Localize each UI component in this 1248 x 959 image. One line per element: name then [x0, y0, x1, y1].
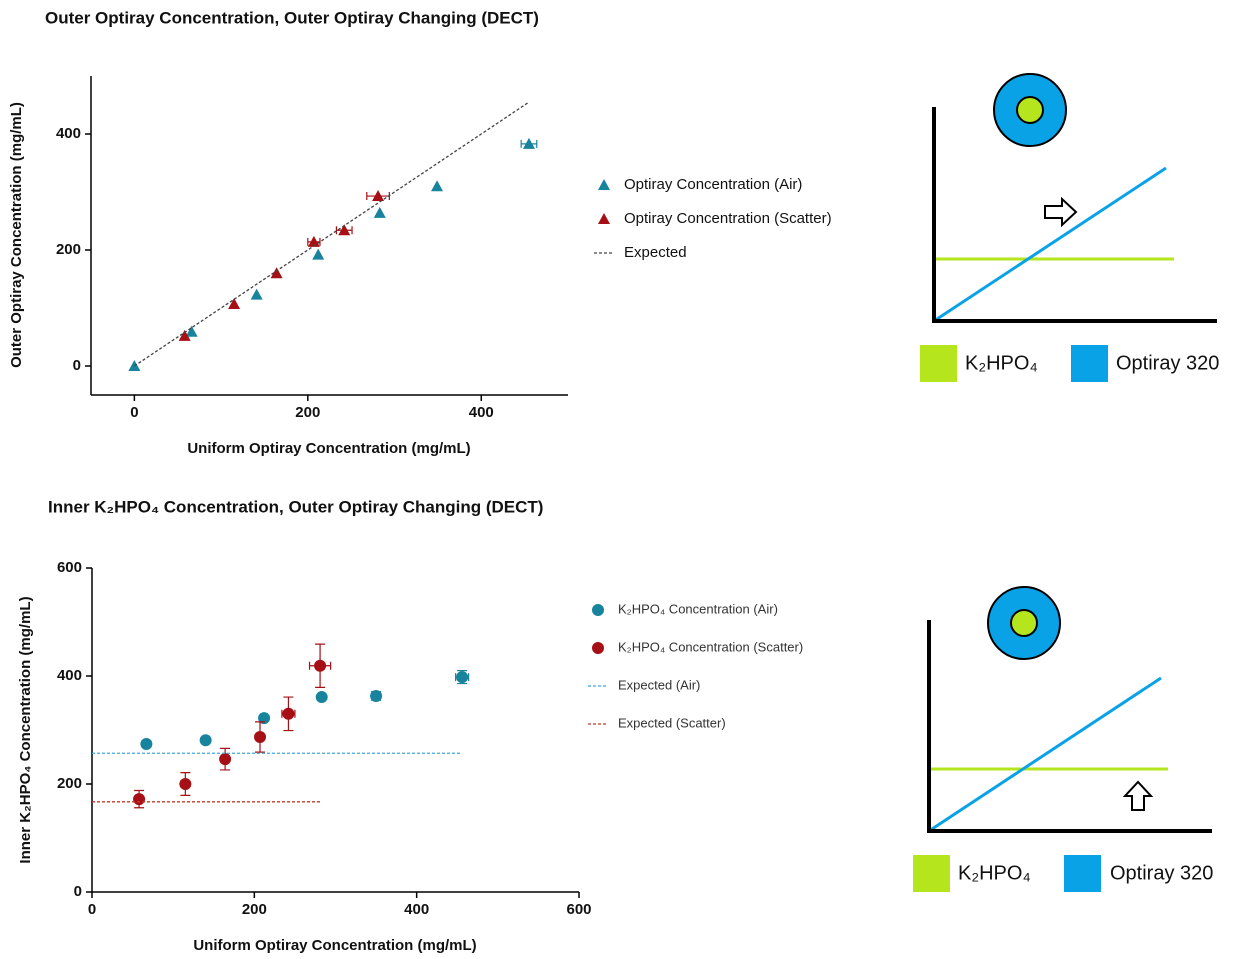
core	[1016, 96, 1044, 124]
x-tick-label: 200	[242, 901, 267, 918]
legend-label: K₂HPO₄ Concentration (Air)	[618, 601, 778, 616]
point	[199, 734, 212, 747]
point	[185, 325, 198, 337]
point	[522, 137, 535, 149]
point	[250, 288, 263, 300]
legend-swatch	[598, 213, 610, 224]
point	[315, 691, 328, 704]
y-tick-label: 0	[74, 883, 82, 900]
y-tick-label: 200	[56, 241, 81, 258]
legend-label: Expected	[624, 244, 687, 261]
point	[456, 671, 469, 684]
legend-label: Optiray 320	[1110, 862, 1213, 884]
point	[307, 235, 320, 247]
point	[258, 712, 271, 725]
y-tick-label: 0	[73, 357, 81, 374]
optiray-line	[933, 166, 1167, 323]
x-tick-label: 600	[566, 901, 591, 918]
point	[140, 738, 153, 751]
legend-swatch	[1064, 855, 1101, 892]
x-tick-label: 0	[88, 901, 96, 918]
point	[431, 180, 444, 192]
point	[228, 297, 241, 309]
legend-swatch	[913, 855, 950, 892]
arrow	[1122, 780, 1154, 811]
legend-label: Optiray Concentration (Air)	[624, 176, 802, 193]
x-tick-label: 400	[469, 404, 494, 421]
chart-title: Outer Optiray Concentration, Outer Optir…	[45, 8, 539, 27]
legend-label: Expected (Air)	[618, 677, 700, 692]
legend-swatch	[1071, 345, 1108, 382]
x-tick-label: 200	[295, 404, 320, 421]
point	[370, 689, 383, 702]
x-axis-label: Uniform Optiray Concentration (mg/mL)	[187, 440, 470, 457]
expected-line	[134, 101, 530, 367]
point	[312, 248, 325, 260]
y-tick-label: 200	[57, 775, 82, 792]
legend-swatch	[592, 604, 604, 616]
schematic: K₂HPO₄ Optiray 320	[913, 586, 1213, 892]
legend-swatch	[592, 642, 604, 654]
point	[133, 793, 146, 806]
y-tick-label: 400	[57, 667, 82, 684]
legend-label: Optiray Concentration (Scatter)	[624, 210, 832, 227]
legend-label: Optiray 320	[1116, 352, 1219, 374]
legend-label: K₂HPO₄ Concentration (Scatter)	[618, 639, 803, 654]
point	[372, 190, 385, 202]
point	[254, 731, 267, 744]
arrow	[1044, 196, 1078, 228]
legend-swatch	[598, 179, 610, 190]
legend-label: Expected (Scatter)	[618, 715, 726, 730]
legend-label: K₂HPO₄	[958, 862, 1031, 884]
chart-title: Inner K₂HPO₄ Concentration, Outer Optira…	[48, 497, 543, 516]
legend-swatch	[920, 345, 957, 382]
x-axis-label: Uniform Optiray Concentration (mg/mL)	[193, 937, 476, 954]
y-tick-label: 400	[56, 125, 81, 142]
core	[1010, 609, 1038, 637]
legend-label: K₂HPO₄	[965, 352, 1038, 374]
point	[314, 659, 327, 672]
x-tick-label: 0	[130, 404, 138, 421]
point	[179, 778, 192, 790]
point	[219, 753, 232, 766]
point	[178, 329, 191, 341]
point	[338, 224, 351, 236]
y-axis-label: Inner K₂HPO₄ Concentration (mg/mL)	[17, 596, 34, 863]
point	[282, 707, 295, 720]
point	[270, 267, 283, 279]
schematic: K₂HPO₄ Optiray 320	[920, 73, 1219, 382]
optiray-line	[928, 676, 1162, 833]
point	[373, 206, 386, 218]
y-tick-label: 600	[57, 559, 82, 576]
x-tick-label: 400	[404, 901, 429, 918]
y-axis-label: Outer Optiray Concentration (mg/mL)	[8, 102, 25, 368]
